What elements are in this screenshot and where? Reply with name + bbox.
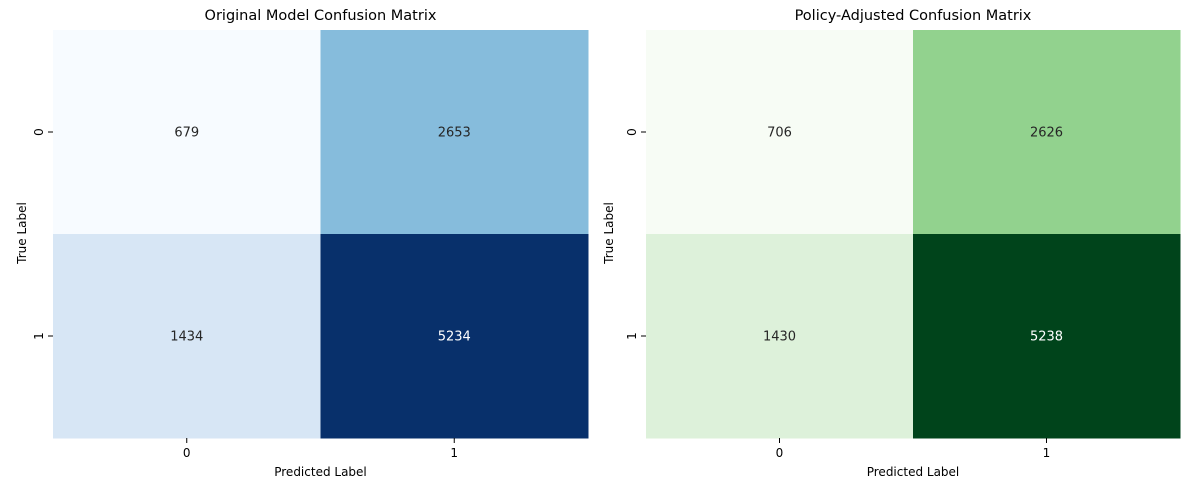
chart-title: Original Model Confusion Matrix (204, 8, 437, 24)
cell-value-label: 2653 (438, 126, 471, 141)
heatmap-cell (646, 30, 914, 235)
y-tick-label: 1 (625, 332, 639, 340)
cell-value-label: 5238 (1030, 330, 1063, 345)
cell-value-label: 2626 (1030, 126, 1063, 141)
heatmap-cell (913, 234, 1181, 439)
x-axis-label: Predicted Label (274, 465, 367, 479)
chart-title: Policy-Adjusted Confusion Matrix (794, 8, 1032, 24)
heatmap-cell (53, 234, 321, 439)
cell-value-label: 706 (767, 126, 792, 141)
heatmap-svg-original: 679 2653 1434 5234 0 1 0 1 (32, 30, 589, 460)
heatmap-cell (646, 234, 914, 439)
cell-value-label: 5234 (438, 330, 471, 345)
heatmap-cell (913, 30, 1181, 235)
y-tick-label: 0 (625, 128, 639, 136)
x-tick-label: 0 (183, 446, 191, 460)
x-tick-label: 1 (1043, 446, 1051, 460)
x-axis-label: Predicted Label (866, 465, 960, 479)
cell-value-label: 1430 (763, 330, 796, 345)
heatmap-cell (320, 30, 589, 235)
heatmap-cell (53, 30, 321, 235)
cell-value-label: 1434 (170, 330, 203, 345)
x-tick-label: 0 (776, 446, 784, 460)
y-tick-label: 1 (32, 332, 46, 340)
cell-value-label: 679 (174, 126, 199, 141)
heatmap-cell (320, 234, 589, 439)
y-tick-label: 0 (32, 128, 46, 136)
x-tick-label: 1 (450, 446, 458, 460)
heatmap-panel-original: Original Model Confusion Matrix True Lab… (15, 8, 589, 479)
